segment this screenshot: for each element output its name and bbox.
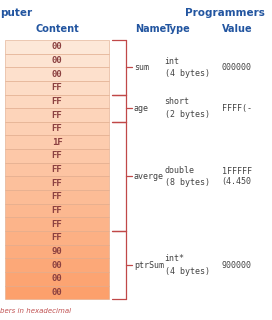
Text: FF: FF (52, 179, 63, 188)
Text: 1FFFFF
(4.450: 1FFFFF (4.450 (222, 167, 252, 186)
Text: 00: 00 (52, 56, 63, 65)
Text: FF: FF (52, 206, 63, 215)
Text: 000000: 000000 (222, 63, 252, 72)
FancyBboxPatch shape (5, 67, 109, 81)
Text: FF: FF (52, 97, 63, 106)
FancyBboxPatch shape (5, 122, 109, 135)
Text: 900000: 900000 (222, 260, 252, 269)
FancyBboxPatch shape (5, 176, 109, 190)
Text: puter: puter (0, 8, 32, 18)
Text: FF: FF (52, 151, 63, 160)
Text: bers in hexadecimal: bers in hexadecimal (0, 308, 71, 314)
FancyBboxPatch shape (5, 190, 109, 204)
Text: FF: FF (52, 165, 63, 174)
Text: FF: FF (52, 220, 63, 229)
Text: Content: Content (35, 24, 79, 34)
Text: 00: 00 (52, 70, 63, 79)
FancyBboxPatch shape (5, 217, 109, 231)
Text: 00: 00 (52, 42, 63, 51)
Text: FF: FF (52, 83, 63, 92)
Text: 1F: 1F (52, 138, 63, 147)
Text: Type: Type (165, 24, 190, 34)
FancyBboxPatch shape (5, 258, 109, 272)
FancyBboxPatch shape (5, 149, 109, 163)
Text: double
(8 bytes): double (8 bytes) (165, 166, 209, 187)
Text: age: age (134, 104, 149, 113)
Text: 90: 90 (52, 247, 63, 256)
FancyBboxPatch shape (5, 272, 109, 285)
FancyBboxPatch shape (5, 40, 109, 54)
FancyBboxPatch shape (5, 204, 109, 217)
FancyBboxPatch shape (5, 54, 109, 67)
Text: 00: 00 (52, 260, 63, 269)
Text: int
(4 bytes): int (4 bytes) (165, 57, 209, 78)
FancyBboxPatch shape (5, 285, 109, 299)
Text: int*
(4 bytes): int* (4 bytes) (165, 254, 209, 276)
Text: 00: 00 (52, 288, 63, 297)
Text: sum: sum (134, 63, 149, 72)
Text: FF: FF (52, 110, 63, 120)
Text: FFFF(-: FFFF(- (222, 104, 252, 113)
Text: ptrSum: ptrSum (134, 260, 164, 269)
FancyBboxPatch shape (5, 95, 109, 108)
Text: FF: FF (52, 192, 63, 201)
Text: Value: Value (222, 24, 252, 34)
FancyBboxPatch shape (5, 244, 109, 258)
FancyBboxPatch shape (5, 81, 109, 95)
Text: FF: FF (52, 233, 63, 242)
Text: Name: Name (135, 24, 166, 34)
FancyBboxPatch shape (5, 231, 109, 244)
FancyBboxPatch shape (5, 108, 109, 122)
Text: FF: FF (52, 124, 63, 133)
FancyBboxPatch shape (5, 163, 109, 176)
Text: 00: 00 (52, 274, 63, 283)
Text: short
(2 bytes): short (2 bytes) (165, 98, 209, 119)
Text: averge: averge (134, 172, 164, 181)
FancyBboxPatch shape (5, 135, 109, 149)
Text: Programmers: Programmers (185, 8, 265, 18)
